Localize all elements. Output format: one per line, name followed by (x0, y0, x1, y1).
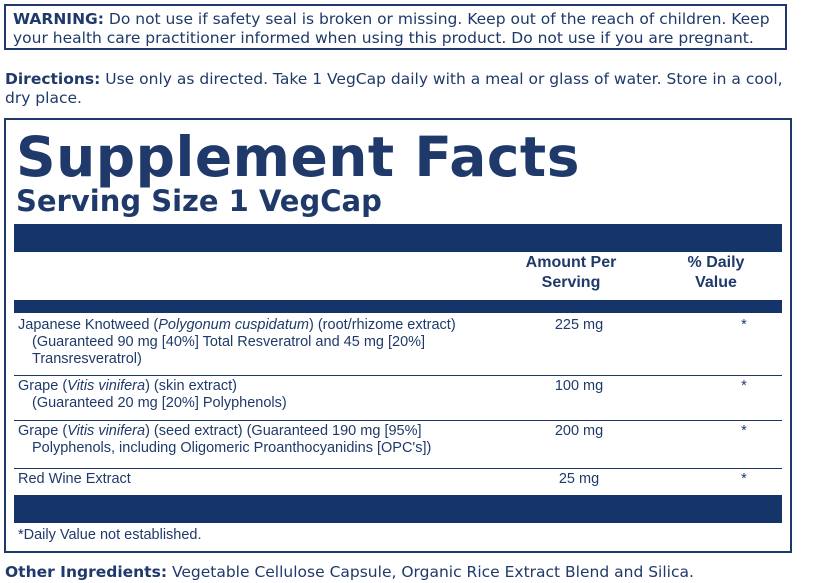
ingredient-detail: (Guaranteed 20 mg [20%] Polyphenols) (32, 395, 287, 411)
footnote: *Daily Value not established. (18, 527, 202, 543)
ingredient-daily-value: * (741, 471, 747, 487)
warning-text: Do not use if safety seal is broken or m… (13, 10, 770, 47)
ingredient-daily-value: * (741, 423, 747, 439)
other-ingredients-text: Vegetable Cellulose Capsule, Organic Ric… (167, 563, 694, 581)
ingredient-daily-value: * (741, 378, 747, 394)
dv-header-line1: % Daily (687, 254, 745, 271)
daily-value-header: % Daily Value (666, 253, 766, 293)
thick-divider-bottom (14, 495, 782, 523)
thick-divider-top (14, 224, 782, 252)
ingredient-daily-value: * (741, 317, 747, 333)
ingredient-row: Japanese Knotweed (Polygonum cuspidatum)… (14, 315, 782, 376)
ingredient-amount: 225 mg (554, 317, 604, 333)
amount-header-line1: Amount Per (525, 254, 617, 271)
amount-per-serving-header: Amount Per Serving (506, 253, 636, 293)
ingredient-name: Grape (Vitis vinifera) (seed extract) (G… (18, 423, 498, 457)
ingredient-name-text: Grape ( (18, 423, 68, 439)
ingredient-detail: (Guaranteed 90 mg [40%] Total Resveratro… (32, 334, 426, 367)
ingredient-detail: Polyphenols, including Oligomeric Proant… (32, 440, 432, 456)
ingredient-name-suffix: ) (seed extract) (Guaranteed 190 mg [95%… (145, 423, 422, 439)
ingredient-name: Japanese Knotweed (Polygonum cuspidatum)… (18, 317, 498, 368)
ingredient-amount: 100 mg (554, 378, 604, 394)
ingredient-latin-name: Polygonum cuspidatum (158, 317, 309, 333)
ingredient-row: Grape (Vitis vinifera) (skin extract) (G… (14, 376, 782, 421)
warning-label: WARNING: (13, 10, 104, 28)
ingredient-name-suffix: ) (root/rhizome extract) (309, 317, 456, 333)
warning-box: WARNING: Do not use if safety seal is br… (4, 4, 787, 50)
ingredient-name: Red Wine Extract (18, 471, 498, 488)
ingredient-name-suffix: ) (skin extract) (145, 378, 237, 394)
ingredient-latin-name: Vitis vinifera (67, 378, 146, 394)
ingredient-name: Grape (Vitis vinifera) (skin extract) (G… (18, 378, 498, 412)
ingredient-row: Red Wine Extract 25 mg * (14, 469, 782, 493)
directions-label: Directions: (5, 70, 101, 88)
other-ingredients: Other Ingredients: Vegetable Cellulose C… (5, 563, 815, 582)
ingredient-latin-name: Vitis vinifera (67, 423, 146, 439)
ingredient-amount: 25 mg (558, 471, 600, 487)
dv-header-line2: Value (695, 274, 737, 291)
ingredient-name-text: Red Wine Extract (18, 471, 131, 487)
serving-size: Serving Size 1 VegCap (16, 184, 382, 218)
amount-header-line2: Serving (541, 274, 601, 291)
thin-divider (14, 300, 782, 313)
facts-title: Supplement Facts (16, 125, 580, 189)
ingredient-amount: 200 mg (554, 423, 604, 439)
other-ingredients-label: Other Ingredients: (5, 563, 168, 581)
directions-text: Use only as directed. Take 1 VegCap dail… (5, 70, 783, 107)
ingredient-row: Grape (Vitis vinifera) (seed extract) (G… (14, 421, 782, 469)
supplement-facts-panel: Supplement Facts Serving Size 1 VegCap A… (4, 118, 792, 553)
ingredient-name-text: Japanese Knotweed ( (18, 317, 159, 333)
directions: Directions: Use only as directed. Take 1… (5, 70, 805, 108)
ingredient-name-text: Grape ( (18, 378, 68, 394)
